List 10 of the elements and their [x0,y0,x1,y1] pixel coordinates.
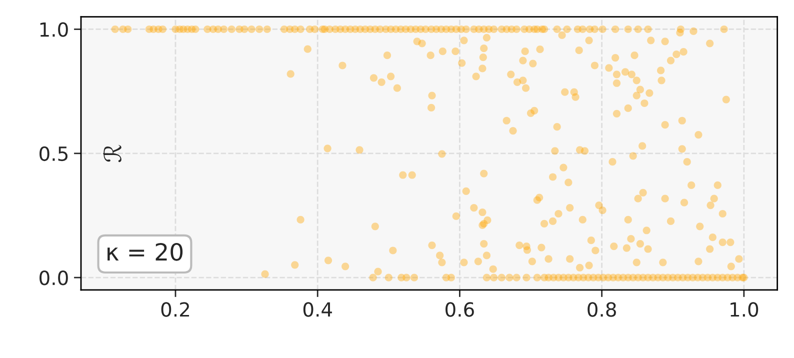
annotation: κ = 20 [108,242,183,261]
y-tick-label: 1.0 [40,22,68,37]
y-axis-title: ℛ [102,144,122,162]
x-tick-label: 0.6 [446,302,474,317]
x-tick-label: 0.2 [161,302,190,317]
x-tick-label: 1.0 [730,302,758,317]
x-tick-label: 0.8 [588,302,616,317]
x-tick-label: 0.4 [303,302,332,317]
y-tick-label: 0.5 [40,146,68,162]
y-tick-label: 0.0 [40,270,68,286]
